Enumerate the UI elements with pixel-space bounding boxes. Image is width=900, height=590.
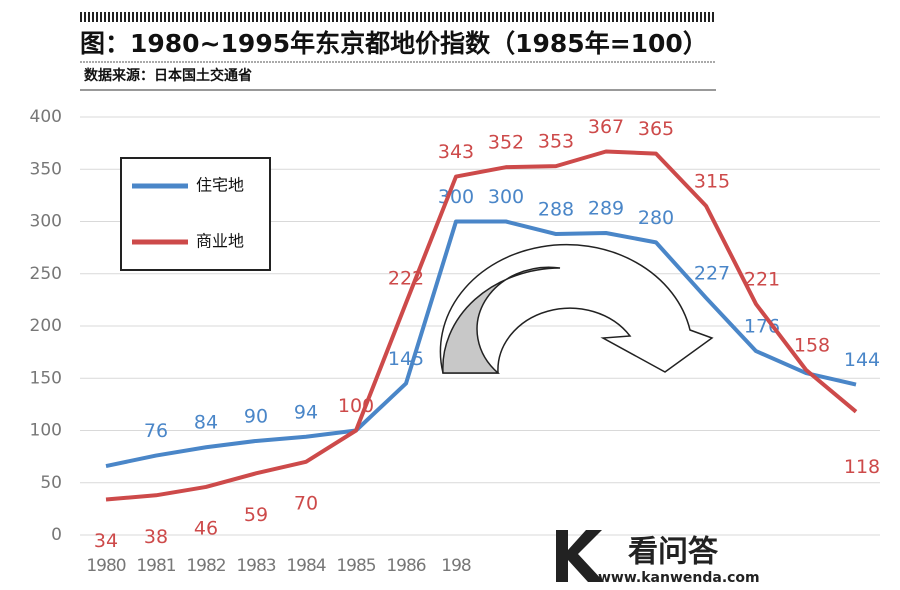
x-tick-label: 198 [441,556,471,576]
x-tick-label: 1981 [136,556,175,576]
y-tick-label: 150 [30,368,62,388]
data-label: 367 [588,116,624,138]
y-tick-label: 0 [51,525,62,545]
data-label: 300 [488,186,524,208]
x-tick-label: 1982 [186,556,225,576]
watermark-brand: 看问答 [628,535,719,570]
data-label: 90 [244,405,268,427]
data-label: 76 [144,420,168,442]
data-label: 100 [338,395,374,417]
title-decoration [80,12,716,22]
data-label: 145 [388,348,424,370]
x-tick-label: 1986 [386,556,425,576]
chart-title: 图：1980~1995年东京都地价指数（1985年=100） [80,29,708,58]
trend-arrow [439,243,714,374]
y-tick-label: 350 [30,159,62,179]
legend-label: 住宅地 [196,176,244,195]
watermark-logo [556,530,604,582]
data-label: 315 [694,170,730,192]
x-tick-label: 1984 [286,556,325,576]
y-tick-label: 250 [30,264,62,284]
y-tick-label: 400 [30,107,62,127]
legend [120,157,271,271]
data-label: 222 [388,268,424,290]
line-series [105,219,857,468]
data-label: 227 [694,262,730,284]
data-label: 34 [94,530,118,552]
watermark-url: www.kanwenda.com [598,570,760,586]
data-label: 353 [538,131,574,153]
data-label: 365 [638,118,674,140]
watermark: 看问答 www.kanwenda.com [556,530,760,586]
data-label: 70 [294,492,318,514]
line-series [105,149,858,502]
y-tick-label: 50 [40,473,62,493]
data-label: 38 [144,526,168,548]
x-tick-label: 1983 [236,556,275,576]
y-tick-label: 100 [30,421,62,441]
data-label: 343 [438,141,474,163]
trend-arrow-shade [442,266,561,374]
data-label: 46 [194,517,218,539]
data-label: 94 [294,401,318,423]
data-label: 118 [844,456,880,478]
data-label: 59 [244,504,268,526]
x-tick-label: 1980 [86,556,125,576]
data-label: 289 [588,197,624,219]
data-label: 158 [794,334,830,356]
data-label: 221 [744,269,780,291]
data-label: 144 [844,349,880,371]
chart-subtitle: 数据来源：日本国土交通省 [84,67,252,84]
data-label: 288 [538,199,574,221]
y-tick-label: 200 [30,316,62,336]
data-label: 84 [194,412,218,434]
data-label: 352 [488,132,524,154]
x-tick-label: 1985 [336,556,375,576]
data-label: 280 [638,207,674,229]
y-tick-label: 300 [30,212,62,232]
legend-label: 商业地 [196,232,244,251]
